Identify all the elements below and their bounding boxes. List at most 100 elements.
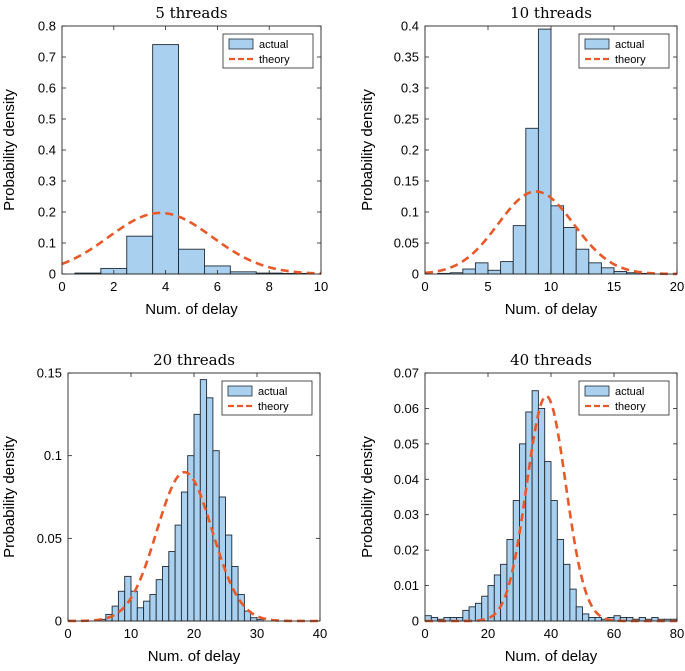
histogram-bar: [474, 602, 483, 622]
x-tick-label: 40: [313, 626, 327, 641]
y-tick-label: 0.7: [38, 50, 56, 65]
x-tick-label: 80: [670, 626, 684, 641]
y-tick-label: 0.8: [38, 19, 56, 34]
legend-theory-label: theory: [258, 401, 289, 413]
y-tick-label: 0.03: [394, 507, 419, 522]
histogram-bar: [250, 617, 258, 622]
histogram-bar: [575, 248, 590, 275]
y-axis-label: Probability density: [1, 89, 18, 211]
histogram-bar: [550, 205, 565, 275]
y-tick-label: 0.01: [394, 578, 419, 593]
y-tick-label: 0.6: [38, 81, 56, 96]
histogram-bar: [550, 500, 558, 622]
x-tick-label: 10: [124, 626, 138, 641]
histogram-bar: [569, 588, 577, 622]
x-tick-label: 20: [481, 626, 495, 641]
histogram-bar: [180, 491, 189, 622]
x-tick-label: 5: [484, 279, 491, 294]
x-tick-label: 10: [314, 279, 328, 294]
x-tick-label: 2: [110, 279, 117, 294]
y-axis-label: Probability density: [359, 436, 376, 558]
legend-theory-label: theory: [259, 54, 290, 66]
y-tick-label: 0.4: [38, 143, 56, 158]
legend-actual-label: actual: [259, 39, 288, 51]
legend-actual-swatch: [584, 385, 610, 397]
y-tick-label: 0.04: [394, 472, 419, 487]
subplot-40-threads: 0 20 40 60 80 0 0.01 0.02 0.03 0.04 0.05 0.06 0.07 40…: [359, 351, 684, 665]
y-tick-label: 0.5: [38, 112, 56, 127]
histogram-bar: [563, 227, 577, 275]
histogram-bar: [474, 262, 489, 275]
legend-actual-label: actual: [615, 39, 644, 51]
y-tick-label: 0.2: [401, 143, 419, 158]
y-tick-label: 0.3: [38, 174, 56, 189]
chart-title: 10 threads: [510, 4, 592, 22]
histogram-bar: [212, 450, 220, 622]
legend-actual-label: actual: [615, 386, 644, 398]
y-tick-label: 0: [412, 267, 419, 282]
histogram-bar: [117, 590, 126, 622]
histogram-bar: [525, 127, 539, 275]
y-tick-label: 0.05: [394, 236, 419, 251]
y-tick-label: 0.15: [394, 174, 419, 189]
y-tick-label: 0: [49, 267, 56, 282]
y-tick-label: 0.06: [394, 401, 419, 416]
x-tick-label: 20: [187, 626, 201, 641]
histogram-bar: [136, 607, 145, 622]
y-tick-label: 0.35: [394, 50, 419, 65]
histogram-bar: [556, 539, 565, 622]
x-axis-label: Num. of delay: [148, 648, 241, 665]
x-tick-label: 60: [607, 626, 621, 641]
histogram-bar: [582, 613, 590, 622]
legend-actual-label: actual: [258, 386, 287, 398]
y-tick-label: 0.25: [394, 112, 419, 127]
y-tick-label: 0.15: [37, 366, 62, 381]
theory-curve: [67, 470, 320, 623]
x-tick-label: 40: [544, 626, 558, 641]
histogram-bar: [500, 261, 514, 275]
histogram-bar: [193, 413, 201, 622]
histogram-bar: [168, 551, 176, 622]
y-tick-label: 0.02: [394, 543, 419, 558]
y-tick-label: 0.1: [38, 236, 56, 251]
histogram-bar: [600, 267, 615, 275]
histogram-bar: [575, 606, 583, 622]
legend-actual-swatch: [228, 38, 254, 50]
chart-title: 40 threads: [510, 351, 592, 369]
y-axis-label: Probability density: [1, 436, 18, 558]
x-tick-label: 4: [162, 279, 169, 294]
subplot-20-threads: 0 10 20 30 40 0 0.05 0.1 0.15 20 threads Num. of d…: [1, 351, 327, 665]
x-axis-label: Num. of delay: [505, 648, 598, 665]
legend-theory-label: theory: [615, 401, 646, 413]
subplot-5-threads: 0 2 4 6 8 10 0 0.1 0.2 0.3 0.4 0.5 0.6 0.7 0.8 5 thread…: [1, 4, 328, 318]
histogram-bar: [155, 579, 163, 622]
histogram-bar: [152, 44, 179, 275]
y-tick-label: 0.1: [44, 448, 62, 463]
y-tick-label: 0.4: [401, 19, 419, 34]
y-tick-label: 0: [412, 614, 419, 629]
y-tick-label: 0.05: [37, 531, 62, 546]
x-axis-label: Num. of delay: [505, 301, 598, 318]
legend-theory-label: theory: [615, 54, 646, 66]
histogram-bar: [588, 617, 596, 622]
histogram-bar: [462, 268, 476, 275]
histogram-bar: [537, 28, 552, 275]
y-axis-label: Probability density: [359, 89, 376, 211]
x-tick-label: 0: [64, 626, 71, 641]
histogram-bar: [149, 594, 157, 622]
histogram-bar: [544, 461, 552, 622]
histogram-bar: [588, 262, 602, 275]
x-tick-label: 30: [250, 626, 264, 641]
histogram-bar: [525, 411, 533, 622]
x-tick-label: 0: [58, 279, 65, 294]
x-tick-label: 0: [421, 279, 428, 294]
histogram-bar: [481, 595, 489, 622]
histogram-bar: [174, 524, 182, 622]
histogram-bar: [237, 594, 245, 622]
y-tick-label: 0.2: [38, 205, 56, 220]
chart-title: 5 threads: [155, 4, 227, 22]
histogram-bar: [162, 565, 170, 622]
histogram-bar: [143, 600, 151, 622]
subplot-10-threads: 0 5 10 15 20 0 0.05 0.1 0.15 0.2 0.25 0.3 0.35 0.4 10 …: [359, 4, 684, 318]
histogram-bar: [468, 606, 476, 622]
